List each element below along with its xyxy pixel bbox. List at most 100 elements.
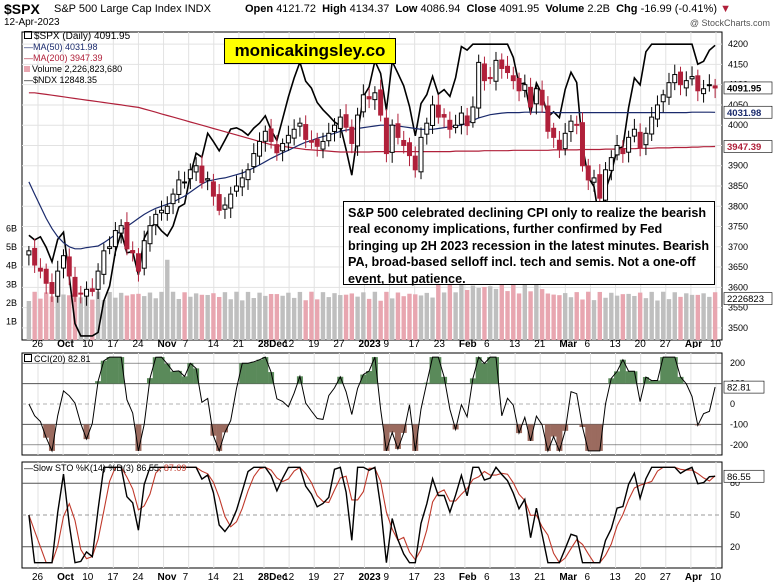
volume-bar (488, 286, 493, 340)
candle-body (568, 120, 574, 133)
volume-bar (528, 291, 533, 340)
chart-date: 12-Apr-2023 (4, 17, 60, 28)
sto-x-tick: 23 (434, 572, 446, 583)
volume-bar (147, 292, 153, 340)
cci-oversold-fill (48, 424, 55, 451)
cci-oversold-fill (210, 424, 217, 436)
cci-overbought-fill (654, 380, 661, 384)
candle-body (268, 128, 274, 142)
candle-body (26, 250, 32, 256)
candle-body (533, 88, 539, 105)
volume-value: 2.2B (587, 3, 610, 15)
candle-body (516, 77, 522, 92)
volume-bar (580, 299, 585, 340)
cci-overbought-fill (429, 357, 436, 384)
high-label: High (322, 3, 347, 15)
candle-body (49, 282, 55, 294)
cci-overbought-fill (631, 371, 638, 384)
down-arrow-icon: ▼ (720, 3, 731, 15)
sto-x-tick: 17 (409, 572, 421, 583)
volume-bar (643, 298, 649, 340)
volume-bar (562, 293, 568, 340)
volume-bar (61, 294, 66, 340)
price-y-tick: 3850 (728, 181, 748, 191)
cci-oversold-fill (556, 424, 563, 451)
candle-body (257, 140, 263, 157)
candle-body (441, 114, 447, 118)
volume-bar (55, 293, 60, 340)
volume-bar (153, 298, 158, 340)
ma50-line (28, 111, 716, 250)
candle-body (666, 82, 672, 98)
volume-bar (378, 300, 383, 340)
candle-body (476, 61, 482, 109)
volume-bar (343, 294, 349, 340)
candle-body (712, 85, 718, 89)
candle-body (378, 89, 384, 116)
volume-bar (672, 292, 677, 340)
cci-overbought-fill (100, 360, 107, 384)
price-panel: 3500355036003650370037503800385039003950… (6, 31, 773, 348)
candle-body (233, 185, 239, 192)
cci-overbought-fill (164, 363, 171, 384)
candle-body (620, 148, 626, 155)
cci-overbought-fill (193, 368, 200, 384)
price-x-tick: 7 (183, 339, 189, 348)
candle-body (72, 276, 78, 297)
volume-bar (666, 299, 672, 340)
candle-body (510, 75, 516, 82)
volume-bar (309, 291, 314, 340)
candle-body (562, 132, 568, 150)
cci-y-tick: -100 (730, 419, 748, 429)
volume-bar (78, 297, 83, 340)
cci-overbought-fill (492, 357, 499, 384)
candle-body (695, 75, 701, 92)
volume-bar (522, 284, 528, 340)
candle-body (608, 157, 614, 171)
sto-x-tick: Mar (559, 572, 577, 583)
candle-body (314, 138, 320, 147)
candle-body (285, 134, 291, 144)
cci-oversold-fill (83, 424, 90, 440)
volume-bar (165, 259, 170, 340)
volume-bar (43, 292, 49, 340)
volume-bar (568, 297, 574, 340)
price-x-tick: 10 (82, 339, 94, 348)
price-x-tick: 13 (610, 339, 622, 348)
volume-bar (464, 290, 470, 340)
sto-x-tick: Oct (57, 572, 74, 583)
volume-bar (603, 297, 608, 340)
volume-bar (649, 291, 654, 340)
legend-price: $SPX (Daily) 4091.95 (24, 31, 130, 42)
chart-header: $SPX S&P 500 Large Cap Index INDX 12-Apr… (0, 0, 776, 30)
price-x-tick: Nov (158, 339, 177, 348)
price-y-tick: 4050 (728, 100, 748, 110)
volume-bar (407, 293, 412, 340)
sto-x-tick: 24 (132, 572, 144, 583)
volume-bar (113, 297, 118, 340)
cci-overbought-fill (112, 357, 119, 384)
candle-body (349, 126, 355, 144)
candle-body (274, 144, 280, 154)
candle-body (216, 194, 222, 211)
volume-bar (332, 293, 337, 340)
candle-body (637, 131, 643, 149)
sto-x-tick: 6 (584, 572, 590, 583)
candle-body (176, 179, 182, 195)
ma200-value-tag (723, 140, 773, 153)
volume-bar (534, 284, 539, 340)
cci-overbought-fill (677, 376, 684, 384)
candle-body (597, 174, 603, 199)
candle-body (187, 169, 193, 180)
sto-d-value: 87.09 (163, 463, 187, 473)
index-name: S&P 500 Large Cap Index INDX (54, 3, 211, 15)
price-y-tick: 3500 (728, 323, 748, 333)
volume-bar (430, 297, 435, 340)
candle-body (159, 209, 165, 214)
candle-body (453, 124, 459, 129)
sto-x-tick: 7 (183, 572, 189, 583)
sto-x-tick: 9 (384, 572, 390, 583)
high-value: 4134.37 (349, 3, 390, 15)
volume-bar (90, 299, 95, 340)
candle-body (55, 270, 61, 297)
